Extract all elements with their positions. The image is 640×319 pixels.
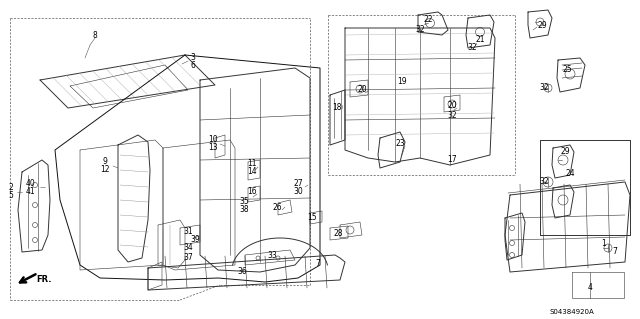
Text: 3: 3: [191, 53, 195, 62]
Text: 7: 7: [612, 247, 618, 256]
Text: 32: 32: [539, 84, 549, 93]
Text: 15: 15: [307, 212, 317, 221]
Text: 36: 36: [237, 266, 247, 276]
Text: 34: 34: [183, 243, 193, 253]
Text: 14: 14: [247, 167, 257, 175]
Text: 2: 2: [8, 183, 13, 192]
Text: 40: 40: [25, 179, 35, 188]
Text: 17: 17: [447, 155, 457, 165]
Text: 16: 16: [247, 187, 257, 196]
Text: 32: 32: [539, 176, 549, 186]
Text: 33: 33: [267, 251, 277, 261]
Text: 38: 38: [239, 205, 249, 214]
Text: 21: 21: [476, 34, 484, 43]
Text: 29: 29: [560, 147, 570, 157]
Text: 18: 18: [332, 102, 342, 112]
Text: 32: 32: [467, 43, 477, 53]
Text: 30: 30: [293, 187, 303, 196]
Text: 11: 11: [247, 159, 257, 167]
Text: 19: 19: [397, 77, 407, 85]
Text: 27: 27: [293, 179, 303, 188]
Text: S04384920A: S04384920A: [550, 309, 595, 315]
Text: 9: 9: [102, 158, 108, 167]
Text: 23: 23: [395, 139, 405, 149]
Text: 35: 35: [239, 197, 249, 206]
Text: 13: 13: [208, 144, 218, 152]
Text: 20: 20: [447, 101, 457, 110]
Text: 24: 24: [565, 168, 575, 177]
Text: 39: 39: [190, 235, 200, 244]
Text: 10: 10: [208, 136, 218, 145]
Text: 1: 1: [602, 240, 606, 249]
Text: 6: 6: [191, 61, 195, 70]
Text: 25: 25: [562, 65, 572, 75]
Text: 4: 4: [588, 284, 593, 293]
Text: 20: 20: [357, 85, 367, 94]
Text: 22: 22: [423, 16, 433, 25]
Text: 41: 41: [25, 187, 35, 196]
Text: 29: 29: [537, 20, 547, 29]
Text: 12: 12: [100, 166, 109, 174]
Text: 31: 31: [183, 227, 193, 236]
Text: 8: 8: [93, 31, 97, 40]
Text: 7: 7: [316, 258, 321, 268]
Text: 32: 32: [415, 25, 425, 33]
Text: 32: 32: [447, 112, 457, 121]
Text: 26: 26: [272, 204, 282, 212]
Text: 28: 28: [333, 229, 343, 239]
Text: 37: 37: [183, 254, 193, 263]
Text: FR.: FR.: [36, 275, 52, 284]
Text: 5: 5: [8, 191, 13, 201]
